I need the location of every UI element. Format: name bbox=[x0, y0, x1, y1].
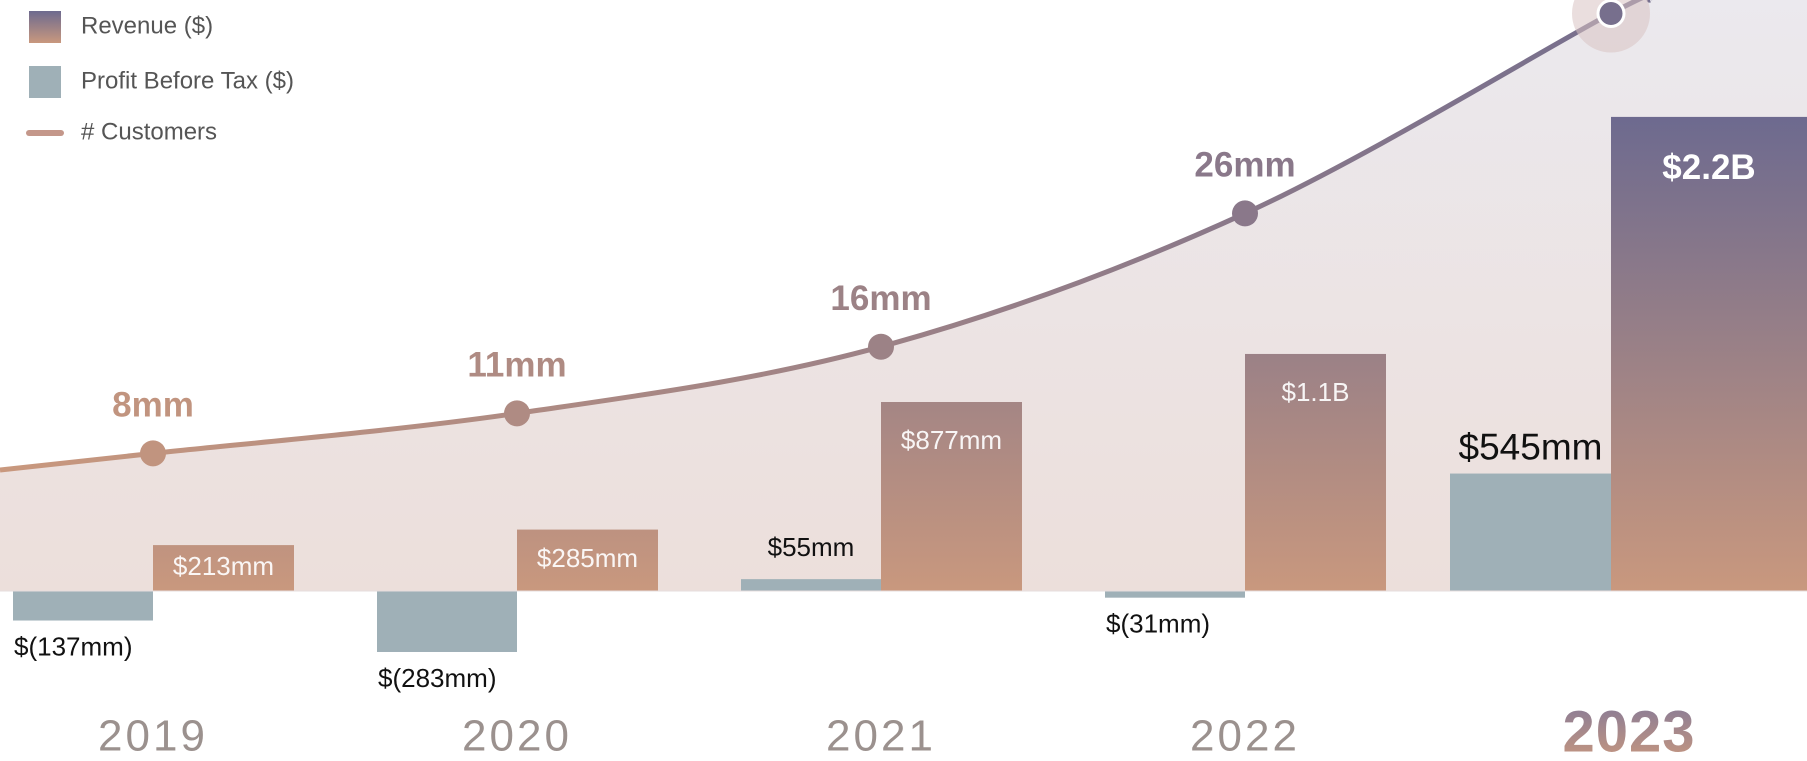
profit-bar bbox=[741, 579, 881, 591]
revenue-bar bbox=[1245, 353, 1386, 591]
revenue-bar bbox=[881, 402, 1022, 591]
x-tick-label: 2020 bbox=[462, 712, 572, 761]
customer-point bbox=[140, 440, 166, 467]
x-tick-label: 2021 bbox=[826, 712, 936, 761]
revenue-bar bbox=[517, 529, 658, 591]
profit-bar bbox=[1450, 473, 1611, 591]
line-layer bbox=[0, 0, 1653, 473]
customer-label: 26mm bbox=[1194, 146, 1295, 185]
revenue-bar bbox=[1611, 116, 1807, 592]
legend-label: # Customers bbox=[81, 118, 217, 145]
profit-label: $545mm bbox=[1459, 426, 1603, 467]
customer-label: 11mm bbox=[467, 346, 566, 385]
label-layer: $213mm $(137mm) 2019 $285mm $(283mm) 2020 $877… bbox=[14, 146, 1756, 761]
profit-label: $(137mm) bbox=[14, 631, 132, 661]
customer-point bbox=[504, 400, 530, 427]
customer-point bbox=[868, 333, 894, 360]
x-tick-label: 2019 bbox=[98, 712, 208, 761]
profit-label: $(31mm) bbox=[1106, 609, 1210, 639]
customer-label: 8mm bbox=[112, 386, 194, 425]
customer-point bbox=[1232, 200, 1258, 227]
legend: Revenue ($) Profit Before Tax ($) # Cust… bbox=[26, 11, 294, 145]
revenue-label: $877mm bbox=[901, 425, 1002, 455]
revenue-bar bbox=[153, 545, 294, 591]
line-extension bbox=[0, 450, 154, 473]
legend-swatch bbox=[29, 66, 61, 98]
profit-bar bbox=[377, 591, 517, 652]
customer-point bbox=[1596, 0, 1626, 28]
revenue-label: $285mm bbox=[537, 543, 638, 573]
bar-layer bbox=[0, 116, 1807, 652]
revenue-label: $213mm bbox=[173, 551, 274, 581]
profit-bar bbox=[13, 591, 153, 621]
legend-label: Revenue ($) bbox=[81, 12, 213, 39]
profit-bar bbox=[1105, 591, 1245, 598]
revenue-label: $1.1B bbox=[1282, 377, 1350, 407]
legend-label: Profit Before Tax ($) bbox=[81, 67, 294, 94]
legend-swatch bbox=[29, 11, 61, 43]
revenue-label: $2.2B bbox=[1662, 148, 1755, 187]
x-tick-label: 2022 bbox=[1190, 712, 1300, 761]
x-tick-label: 2023 bbox=[1562, 699, 1695, 761]
profit-label: $55mm bbox=[768, 532, 855, 562]
customer-label: 16mm bbox=[830, 279, 931, 318]
profit-label: $(283mm) bbox=[378, 663, 496, 693]
